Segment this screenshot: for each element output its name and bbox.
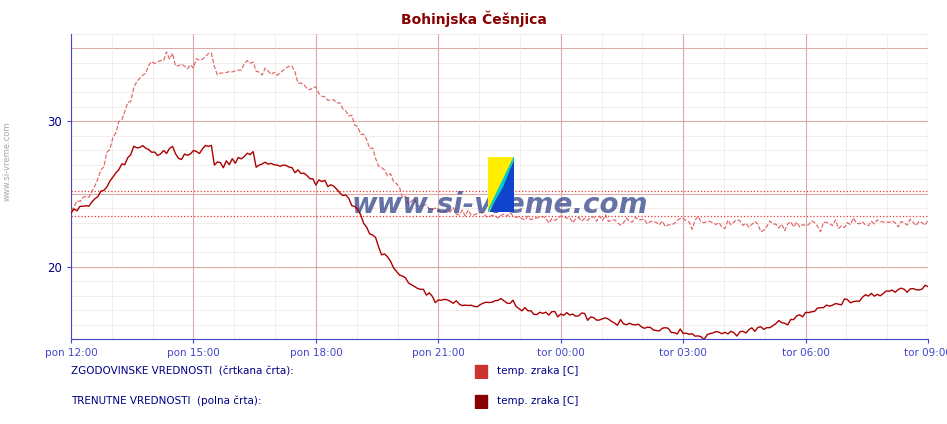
Bar — [475, 395, 487, 407]
Polygon shape — [488, 157, 514, 212]
Text: www.si-vreme.com: www.si-vreme.com — [351, 191, 648, 219]
Polygon shape — [488, 157, 514, 212]
Polygon shape — [488, 157, 514, 212]
Text: Bohinjska Češnjica: Bohinjska Češnjica — [401, 11, 546, 27]
Text: www.si-vreme.com: www.si-vreme.com — [3, 121, 12, 201]
Text: ZGODOVINSKE VREDNOSTI  (črtkana črta):: ZGODOVINSKE VREDNOSTI (črtkana črta): — [71, 366, 294, 376]
Bar — [475, 365, 487, 378]
Text: TRENUTNE VREDNOSTI  (polna črta):: TRENUTNE VREDNOSTI (polna črta): — [71, 396, 261, 406]
Text: temp. zraka [C]: temp. zraka [C] — [497, 396, 579, 406]
Text: temp. zraka [C]: temp. zraka [C] — [497, 366, 579, 376]
